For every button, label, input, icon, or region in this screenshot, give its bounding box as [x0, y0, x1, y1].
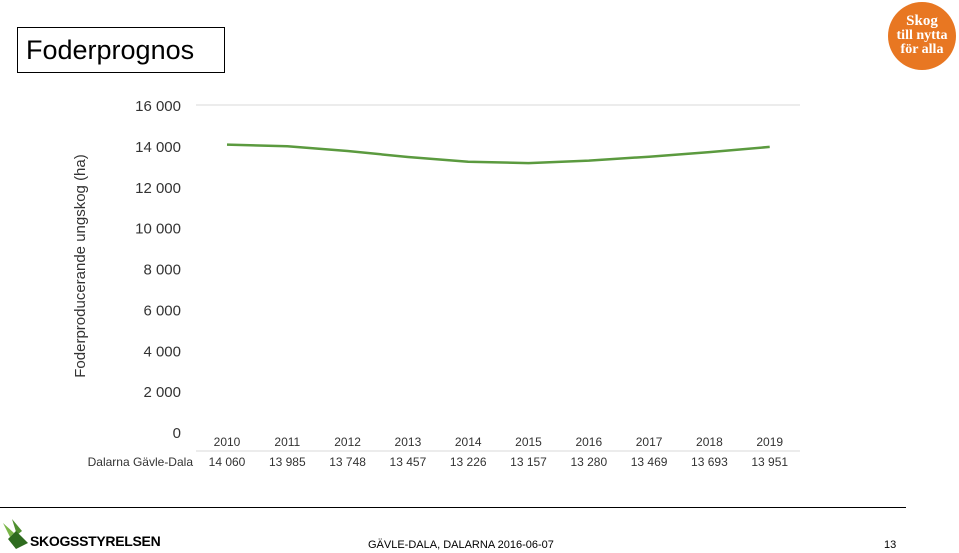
x-tick-label: 2017 — [636, 435, 663, 449]
page-number: 13 — [884, 539, 897, 551]
slide-title: Foderprognos — [26, 35, 195, 65]
y-tick-label: 4 000 — [143, 343, 181, 360]
data-value-label: 13 985 — [269, 455, 306, 469]
series-line — [226, 143, 770, 165]
x-tick-label: 2015 — [515, 435, 542, 449]
series-name-label: Dalarna Gävle-Dala — [88, 455, 194, 469]
x-tick-label: 2012 — [334, 435, 361, 449]
y-axis-label: Foderproducerande ungskog (ha) — [72, 154, 89, 377]
y-tick-label: 14 000 — [135, 139, 181, 156]
x-tick-label: 2011 — [274, 435, 300, 449]
data-value-label: 13 157 — [510, 455, 547, 469]
y-tick-label: 2 000 — [143, 384, 181, 401]
data-value-label: 13 693 — [691, 455, 728, 469]
x-tick-label: 2014 — [455, 435, 482, 449]
data-value-label: 13 469 — [631, 455, 668, 469]
y-tick-label: 0 — [173, 425, 181, 442]
y-tick-label: 6 000 — [143, 302, 181, 319]
skog-badge-logo: Skog till nytta för alla — [888, 2, 956, 70]
data-value-label: 13 951 — [751, 455, 788, 469]
y-tick-label: 16 000 — [135, 98, 181, 115]
data-value-label: 13 457 — [390, 455, 427, 469]
y-tick-label: 10 000 — [135, 221, 181, 238]
footer-location-date: GÄVLE-DALA, DALARNA 2016-06-07 — [368, 539, 554, 551]
x-tick-label: 2019 — [756, 435, 783, 449]
skogsstyrelsen-leaf-icon — [3, 519, 28, 549]
data-value-label: 13 226 — [450, 455, 487, 469]
data-value-label: 13 280 — [570, 455, 607, 469]
y-tick-label: 12 000 — [135, 180, 181, 197]
data-value-label: 13 748 — [329, 455, 366, 469]
badge-line-3: för alla — [900, 42, 944, 57]
footer-divider — [0, 507, 906, 508]
skogsstyrelsen-logo-text: SKOGSSTYRELSEN — [30, 533, 161, 549]
y-tick-label: 8 000 — [143, 262, 181, 279]
x-tick-label: 2016 — [575, 435, 602, 449]
x-tick-label: 2018 — [696, 435, 723, 449]
x-tick-label: 2010 — [214, 435, 241, 449]
slide-title-box: Foderprognos — [17, 27, 225, 73]
badge-line-1: Skog — [906, 13, 938, 29]
line-chart: 0 2 000 4 000 6 000 8 000 10 000 12 000 14 000 1… — [72, 98, 800, 469]
x-tick-label: 2013 — [395, 435, 422, 449]
data-value-label: 14 060 — [209, 455, 246, 469]
badge-line-2: till nytta — [896, 28, 948, 43]
